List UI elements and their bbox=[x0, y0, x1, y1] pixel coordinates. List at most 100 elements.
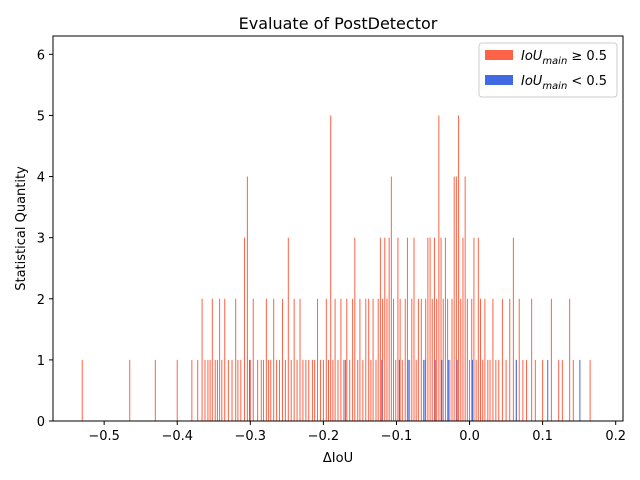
bar-iou-ge-60 bbox=[354, 237, 356, 421]
bar-iou-ge-105 bbox=[458, 115, 460, 421]
y-tick-label: 3 bbox=[37, 232, 45, 247]
bar-iou-ge-53 bbox=[334, 298, 336, 421]
bar-iou-ge-43 bbox=[308, 359, 310, 421]
bar-iou-ge-31 bbox=[273, 298, 275, 421]
bar-iou-ge-121 bbox=[495, 359, 497, 421]
bar-iou-ge-82 bbox=[406, 237, 408, 421]
bar-iou-ge-46 bbox=[317, 298, 319, 421]
legend-entry-iou-lt: IoUmain < 0.5 bbox=[521, 74, 607, 92]
x-tick-label: −0.3 bbox=[235, 429, 267, 444]
bar-iou-ge-101 bbox=[449, 359, 451, 421]
bar-iou-ge-80 bbox=[401, 359, 403, 421]
bar-iou-ge-115 bbox=[480, 298, 481, 421]
bar-iou-ge-22 bbox=[246, 176, 248, 421]
bar-iou-lt-1 bbox=[344, 359, 346, 421]
bar-iou-ge-100 bbox=[447, 298, 449, 421]
bar-iou-ge-21 bbox=[243, 237, 245, 421]
bar-iou-ge-19 bbox=[237, 359, 239, 421]
bar-iou-lt-6 bbox=[434, 359, 436, 421]
x-axis: −0.5 −0.4 −0.3 −0.2 −0.1 0.0 0.1 0.2 bbox=[88, 421, 626, 444]
bar-iou-ge-76 bbox=[393, 298, 395, 421]
bar-iou-ge-130 bbox=[526, 359, 528, 421]
x-axis-label: ΔIoU bbox=[323, 451, 353, 466]
x-tick-label: 0.1 bbox=[532, 429, 553, 444]
bar-iou-ge-109 bbox=[466, 298, 468, 421]
bar-iou-lt-11 bbox=[515, 359, 517, 421]
bar-iou-ge-51 bbox=[330, 115, 332, 421]
bar-iou-ge-70 bbox=[379, 237, 381, 421]
bar-iou-ge-71 bbox=[382, 298, 384, 421]
bar-iou-ge-125 bbox=[509, 298, 511, 421]
y-axis-label: Statistical Quantity bbox=[14, 166, 29, 291]
bar-iou-ge-84 bbox=[411, 298, 413, 421]
bar-iou-ge-92 bbox=[429, 237, 431, 421]
bar-iou-ge-54 bbox=[337, 359, 339, 421]
bar-iou-ge-35 bbox=[284, 359, 286, 421]
y-tick-label: 2 bbox=[37, 293, 45, 308]
legend-swatch-iou-ge bbox=[485, 50, 513, 60]
y-tick-label: 5 bbox=[37, 109, 45, 124]
bar-iou-lt-4 bbox=[407, 359, 409, 421]
bar-iou-ge-57 bbox=[346, 298, 348, 421]
bar-iou-ge-77 bbox=[395, 359, 397, 421]
bar-iou-ge-2 bbox=[154, 359, 156, 421]
bar-iou-ge-33 bbox=[279, 359, 281, 421]
bar-iou-ge-85 bbox=[413, 237, 415, 421]
legend-box bbox=[478, 42, 618, 98]
bars-layer bbox=[81, 115, 591, 421]
bar-iou-ge-49 bbox=[325, 298, 327, 421]
bar-iou-ge-131 bbox=[531, 298, 533, 421]
bar-iou-ge-138 bbox=[572, 359, 574, 421]
bar-iou-lt-7 bbox=[441, 359, 443, 421]
bar-iou-ge-75 bbox=[390, 176, 392, 421]
bar-iou-ge-63 bbox=[362, 359, 364, 421]
bar-iou-ge-24 bbox=[252, 298, 254, 421]
bar-iou-ge-55 bbox=[340, 298, 342, 421]
bar-iou-ge-47 bbox=[319, 359, 321, 421]
bar-iou-ge-95 bbox=[436, 298, 438, 421]
bar-iou-ge-69 bbox=[377, 298, 379, 421]
bar-iou-ge-40 bbox=[299, 298, 301, 421]
bar-iou-ge-117 bbox=[484, 298, 486, 421]
bar-iou-ge-3 bbox=[176, 359, 178, 421]
bar-iou-ge-11 bbox=[214, 359, 216, 421]
bar-iou-ge-88 bbox=[420, 298, 422, 421]
bar-iou-ge-13 bbox=[219, 298, 221, 421]
bar-iou-ge-123 bbox=[501, 298, 503, 421]
legend-rel-1: < 0.5 bbox=[571, 74, 607, 89]
bar-iou-ge-25 bbox=[257, 359, 259, 421]
y-tick-label: 6 bbox=[37, 48, 45, 63]
bar-iou-ge-0 bbox=[81, 359, 83, 421]
y-axis: 0 1 2 3 4 5 6 bbox=[37, 48, 53, 430]
bar-iou-ge-41 bbox=[302, 359, 304, 421]
bar-iou-ge-79 bbox=[399, 298, 401, 421]
bar-iou-ge-12 bbox=[216, 359, 218, 421]
bar-iou-ge-6 bbox=[201, 298, 203, 421]
plot-frame bbox=[52, 35, 624, 422]
legend-swatch-iou-lt bbox=[485, 75, 513, 85]
bar-iou-ge-27 bbox=[262, 359, 264, 421]
bar-iou-ge-120 bbox=[492, 298, 494, 421]
bar-iou-ge-113 bbox=[475, 359, 477, 421]
bar-iou-ge-135 bbox=[558, 359, 560, 421]
bar-iou-ge-5 bbox=[197, 359, 199, 421]
x-tick-label: −0.4 bbox=[161, 429, 193, 444]
legend-base-1: IoU bbox=[521, 74, 543, 89]
bar-iou-ge-50 bbox=[328, 359, 329, 421]
bar-iou-ge-118 bbox=[487, 359, 489, 421]
bar-iou-ge-107 bbox=[462, 237, 464, 421]
bar-iou-ge-93 bbox=[431, 298, 433, 421]
bar-iou-ge-74 bbox=[388, 237, 390, 421]
bar-iou-ge-78 bbox=[397, 237, 399, 421]
bar-iou-ge-26 bbox=[260, 359, 262, 421]
bar-iou-lt-12 bbox=[547, 359, 549, 421]
bar-iou-ge-59 bbox=[352, 298, 354, 421]
bar-iou-ge-7 bbox=[204, 359, 206, 421]
bar-iou-ge-99 bbox=[444, 237, 446, 421]
bar-iou-ge-116 bbox=[482, 359, 484, 421]
bar-iou-ge-34 bbox=[281, 298, 283, 421]
bar-iou-ge-72 bbox=[384, 237, 386, 421]
y-tick-label: 4 bbox=[37, 171, 45, 186]
bar-iou-ge-111 bbox=[471, 298, 473, 421]
bar-iou-ge-87 bbox=[417, 298, 419, 421]
